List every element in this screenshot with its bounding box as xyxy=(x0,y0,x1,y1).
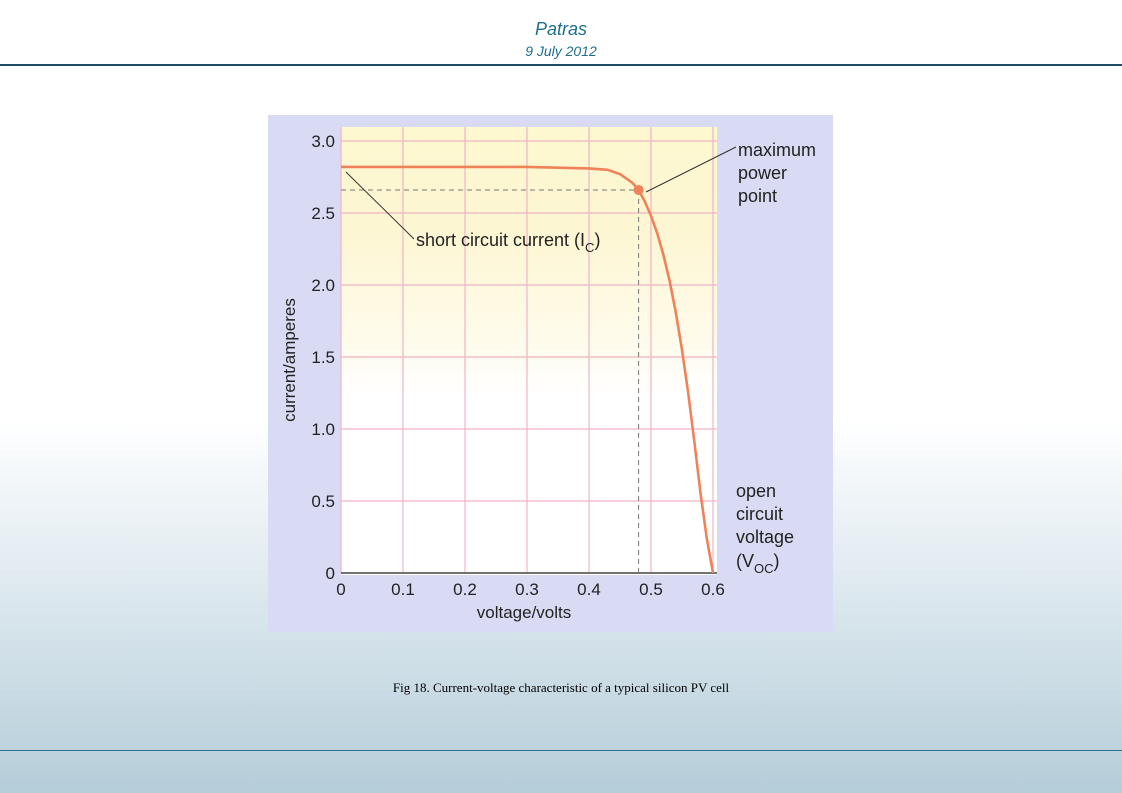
max-power-leader xyxy=(645,146,737,193)
figure-caption: Fig 18. Current-voltage characteristic o… xyxy=(392,680,730,695)
y-tick-label-0: 0 xyxy=(326,564,335,583)
tick-labels: 0 0.1 0.2 0.3 0.4 0.5 0.6 0 0.5 1.0 1.5 2.0 2.5 3.0 xyxy=(311,132,724,599)
series-layer xyxy=(341,165,715,574)
y-tick-label-2: 1.0 xyxy=(311,420,335,439)
slide-header: Patras 9 July 2012 xyxy=(0,0,1122,66)
iv-curve-chart: 0 0.1 0.2 0.3 0.4 0.5 0.6 0 0.5 1.0 1.5 2.0 2.5 3.0 c… xyxy=(268,115,833,632)
footer-divider xyxy=(0,750,1122,751)
x-axis-label: voltage/volts xyxy=(477,603,572,622)
max-power-label-line3: point xyxy=(738,186,777,206)
axes xyxy=(340,127,717,574)
x-tick-label-6: 0.6 xyxy=(701,580,725,599)
open-circuit-label-line2: circuit xyxy=(736,504,783,524)
x-tick-label-2: 0.2 xyxy=(453,580,477,599)
open-circuit-close: ) xyxy=(774,551,780,571)
y-tick-label-3: 1.5 xyxy=(311,348,335,367)
y-tick-label-1: 0.5 xyxy=(311,492,335,511)
short-circuit-label: short circuit current (I xyxy=(416,230,585,250)
grid-lines xyxy=(341,127,717,573)
plot-area xyxy=(341,127,717,575)
iv-curve-figure: 0 0.1 0.2 0.3 0.4 0.5 0.6 0 0.5 1.0 1.5 2.0 2.5 3.0 c… xyxy=(268,115,833,632)
header-date: 9 July 2012 xyxy=(525,43,597,59)
max-power-label-line1: maximum xyxy=(738,140,816,160)
y-tick-label-4: 2.0 xyxy=(311,276,335,295)
x-tick-label-3: 0.3 xyxy=(515,580,539,599)
x-tick-label-0: 0 xyxy=(336,580,345,599)
open-circuit-symbol: (VOC) xyxy=(736,551,780,576)
max-power-label-line2: power xyxy=(738,163,787,183)
y-tick-label-5: 2.5 xyxy=(311,204,335,223)
open-circuit-label-line1: open xyxy=(736,481,776,501)
max-power-point-marker xyxy=(633,184,644,195)
annotations: short circuit current (IC) maximum power… xyxy=(345,140,816,576)
short-circuit-leader xyxy=(345,171,415,240)
y-axis-label: current/amperes xyxy=(280,298,299,422)
open-circuit-paren-open: (V xyxy=(736,551,754,571)
iv-curve-series-0 xyxy=(341,165,715,574)
open-circuit-label-line3: voltage xyxy=(736,527,794,547)
short-circuit-annotation: short circuit current (IC) xyxy=(416,230,600,255)
short-circuit-subscript: C xyxy=(585,240,594,255)
x-tick-label-5: 0.5 xyxy=(639,580,663,599)
header-title: Patras xyxy=(534,19,588,39)
guide-lines xyxy=(341,189,640,573)
short-circuit-close: ) xyxy=(594,230,600,250)
x-tick-label-4: 0.4 xyxy=(577,580,601,599)
y-tick-label-6: 3.0 xyxy=(311,132,335,151)
x-tick-label-1: 0.1 xyxy=(391,580,415,599)
header-divider xyxy=(0,64,1122,66)
open-circuit-subscript: OC xyxy=(754,561,774,576)
